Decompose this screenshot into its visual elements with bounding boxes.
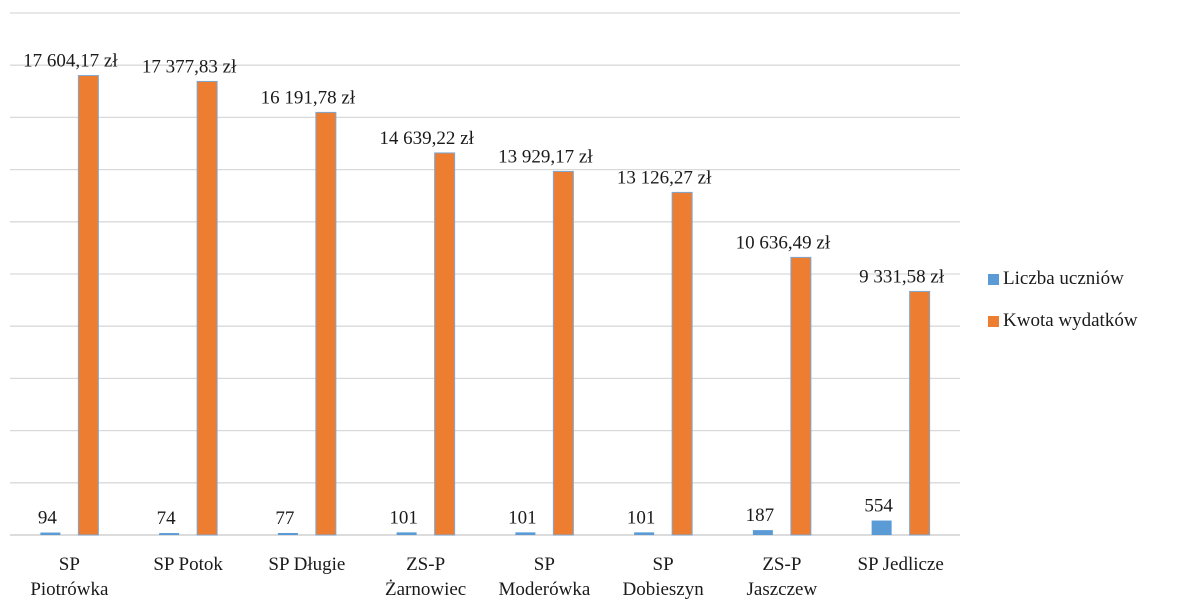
x-tick-label-6-0: ZS-P bbox=[762, 554, 801, 575]
legend-label-expenses: Kwota wydatków bbox=[1003, 310, 1138, 331]
x-tick-label-4-0: SP bbox=[534, 554, 555, 575]
x-tick-label-0-1: Piotrówka bbox=[30, 579, 109, 600]
bar-expenses-1 bbox=[196, 80, 218, 536]
bars bbox=[40, 75, 931, 536]
legend-item-students: Liczba uczniów bbox=[988, 268, 1178, 290]
label-expenses-6: 10 636,49 zł bbox=[736, 232, 831, 253]
label-students-6: 187 bbox=[746, 505, 775, 526]
bar-students-2 bbox=[277, 532, 298, 535]
label-students-0: 94 bbox=[38, 508, 58, 529]
label-expenses-5: 13 126,27 zł bbox=[617, 167, 712, 188]
x-tick-label-5-0: SP bbox=[653, 554, 674, 575]
gridlines bbox=[10, 12, 960, 536]
data-labels: 94 17 604,17 zł 74 17 377,83 zł 77 16 191,78 … bbox=[23, 51, 945, 530]
bar-expenses-0 bbox=[77, 75, 99, 536]
label-expenses-1: 17 377,83 zł bbox=[142, 56, 237, 77]
bar-students-7 bbox=[871, 520, 892, 535]
bar-students-0 bbox=[40, 532, 61, 535]
label-students-2: 77 bbox=[275, 508, 294, 529]
x-tick-label-0-0: SP bbox=[59, 554, 80, 575]
legend-swatch-students bbox=[988, 273, 999, 285]
legend-label-students: Liczba uczniów bbox=[1003, 268, 1124, 289]
bar-students-3 bbox=[396, 532, 417, 535]
label-students-4: 101 bbox=[508, 507, 537, 528]
label-expenses-4: 13 929,17 zł bbox=[498, 146, 593, 167]
x-tick-label-2-0: SP Długie bbox=[268, 554, 345, 575]
legend: Liczba uczniów Kwota wydatków bbox=[988, 268, 1178, 352]
bar-expenses-4 bbox=[552, 170, 574, 536]
x-tick-label-6-1: Jaszczew bbox=[747, 579, 818, 600]
label-expenses-7: 9 331,58 zł bbox=[859, 266, 945, 287]
x-axis-labels: SP Piotrówka SP Potok SP Długie ZS-P Żarnowie… bbox=[30, 554, 943, 600]
bar-students-1 bbox=[159, 533, 180, 535]
legend-item-expenses: Kwota wydatków bbox=[988, 310, 1178, 332]
label-students-7: 554 bbox=[864, 496, 893, 517]
label-expenses-3: 14 639,22 zł bbox=[379, 128, 474, 149]
bar-students-6 bbox=[752, 530, 773, 535]
x-tick-label-3-0: ZS-P bbox=[406, 554, 445, 575]
x-tick-label-3-1: Żarnowiec bbox=[385, 579, 466, 600]
label-students-5: 101 bbox=[627, 507, 656, 528]
bar-expenses-6 bbox=[790, 256, 812, 536]
label-expenses-2: 16 191,78 zł bbox=[261, 87, 356, 108]
label-expenses-0: 17 604,17 zł bbox=[23, 51, 118, 72]
bar-expenses-2 bbox=[315, 111, 337, 536]
x-tick-label-7-0: SP Jedlicze bbox=[857, 554, 943, 575]
label-students-1: 74 bbox=[157, 508, 177, 529]
label-students-3: 101 bbox=[389, 507, 418, 528]
bar-students-4 bbox=[515, 532, 536, 535]
legend-swatch-expenses bbox=[988, 315, 999, 327]
bar-expenses-5 bbox=[671, 191, 693, 536]
bar-students-5 bbox=[634, 532, 655, 535]
bar-expenses-7 bbox=[909, 290, 931, 536]
x-tick-label-4-1: Moderówka bbox=[498, 579, 590, 600]
bar-expenses-3 bbox=[434, 152, 456, 536]
x-tick-label-1-0: SP Potok bbox=[153, 554, 223, 575]
x-tick-label-5-1: Dobieszyn bbox=[622, 579, 704, 600]
